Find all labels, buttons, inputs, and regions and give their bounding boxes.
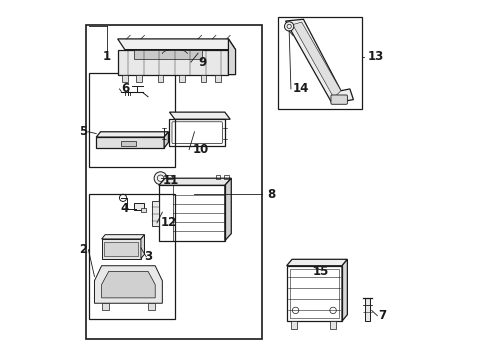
Text: 10: 10 bbox=[192, 143, 208, 156]
Bar bbox=[122, 75, 127, 82]
Circle shape bbox=[284, 22, 293, 31]
Bar bbox=[278, 18, 362, 109]
Polygon shape bbox=[292, 22, 340, 98]
Bar bbox=[286, 266, 341, 321]
Text: 13: 13 bbox=[367, 50, 383, 63]
Bar bbox=[152, 202, 159, 226]
Bar bbox=[134, 203, 143, 210]
Text: 1: 1 bbox=[102, 50, 111, 63]
Bar bbox=[136, 75, 142, 82]
Bar bbox=[224, 175, 228, 179]
Text: 8: 8 bbox=[267, 188, 275, 201]
Polygon shape bbox=[102, 235, 144, 239]
Circle shape bbox=[154, 172, 166, 185]
Polygon shape bbox=[102, 271, 155, 298]
Bar bbox=[148, 302, 155, 310]
Bar bbox=[121, 141, 135, 146]
Text: 6: 6 bbox=[121, 82, 129, 95]
Polygon shape bbox=[224, 178, 231, 241]
Bar bbox=[104, 242, 138, 256]
Text: 2: 2 bbox=[79, 243, 87, 256]
Bar bbox=[141, 208, 146, 212]
Polygon shape bbox=[286, 259, 346, 266]
Bar bbox=[167, 175, 171, 179]
Text: 14: 14 bbox=[292, 82, 308, 95]
Text: 11: 11 bbox=[162, 174, 178, 186]
Polygon shape bbox=[159, 178, 231, 185]
Text: 3: 3 bbox=[144, 250, 152, 263]
Bar bbox=[214, 75, 220, 82]
Polygon shape bbox=[341, 259, 346, 321]
Bar bbox=[289, 269, 339, 318]
Bar bbox=[365, 298, 369, 321]
Bar bbox=[169, 119, 224, 146]
Bar bbox=[290, 321, 296, 329]
Polygon shape bbox=[94, 266, 162, 303]
Bar bbox=[89, 194, 175, 319]
Polygon shape bbox=[141, 235, 144, 258]
Bar bbox=[329, 321, 335, 329]
Text: 5: 5 bbox=[79, 125, 87, 138]
Bar bbox=[85, 24, 262, 339]
Text: 15: 15 bbox=[312, 265, 329, 278]
Polygon shape bbox=[118, 39, 235, 50]
Bar bbox=[215, 175, 220, 179]
Text: 12: 12 bbox=[160, 216, 177, 229]
Bar bbox=[134, 50, 201, 59]
Text: 9: 9 bbox=[198, 55, 206, 69]
Polygon shape bbox=[164, 132, 168, 148]
Bar bbox=[200, 75, 206, 82]
Bar bbox=[159, 185, 224, 241]
Bar bbox=[179, 75, 184, 82]
Text: 4: 4 bbox=[120, 202, 128, 215]
Polygon shape bbox=[228, 39, 235, 75]
Bar bbox=[157, 75, 163, 82]
Polygon shape bbox=[169, 112, 230, 119]
Bar bbox=[89, 73, 175, 167]
Polygon shape bbox=[96, 132, 168, 137]
Bar bbox=[102, 302, 108, 310]
Polygon shape bbox=[96, 137, 164, 148]
Polygon shape bbox=[102, 239, 141, 258]
Polygon shape bbox=[118, 50, 228, 75]
FancyBboxPatch shape bbox=[330, 95, 346, 104]
Text: 7: 7 bbox=[378, 309, 386, 322]
Polygon shape bbox=[285, 19, 353, 103]
